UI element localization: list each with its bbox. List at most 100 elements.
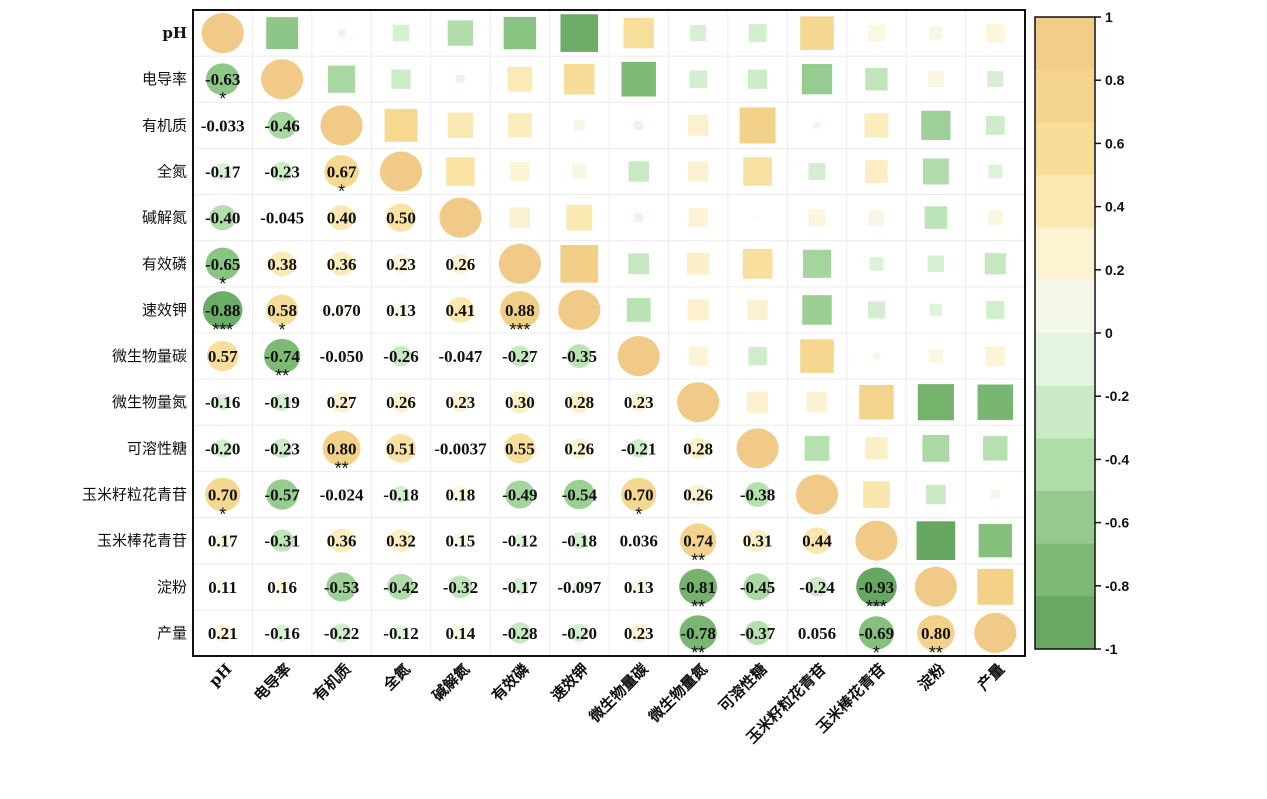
corr-square	[990, 489, 1001, 500]
corr-circle	[629, 439, 649, 458]
corr-circle	[386, 203, 416, 232]
significance-stars: **	[691, 643, 705, 663]
corr-circle	[448, 575, 473, 599]
corr-coefficient: -0.23	[264, 439, 299, 458]
corr-coefficient: 0.17	[208, 532, 238, 551]
corr-coefficient: 0.36	[327, 255, 357, 274]
corr-circle	[266, 479, 299, 510]
corr-square	[977, 568, 1014, 605]
corr-circle	[205, 247, 240, 280]
row-label: 淀粉	[157, 578, 187, 596]
corr-coefficient: -0.17	[502, 578, 538, 597]
corr-square	[688, 208, 708, 228]
corr-circle	[214, 532, 232, 549]
corr-circle	[687, 484, 709, 505]
corr-square	[988, 164, 1003, 179]
corr-coefficient: -0.46	[264, 116, 299, 135]
colorbar: 1 0.8 0.6 0.4 0.2 0 -0.2 -0.4 -0.6 -0.8 -1	[1034, 9, 1129, 657]
corr-coefficient: 0.70	[624, 486, 654, 505]
corr-coefficient: -0.033	[201, 116, 245, 135]
column-label: 产量	[974, 660, 1008, 694]
row-label: 玉米籽粒花青苷	[82, 486, 187, 504]
corr-coefficient: -0.0037	[434, 439, 487, 458]
colorbar-segment	[1035, 385, 1095, 439]
corr-square	[756, 216, 759, 219]
corr-circle	[508, 622, 532, 644]
corr-square	[868, 24, 885, 42]
row-label: 微生物量碳	[112, 347, 187, 365]
corr-circle	[336, 351, 347, 361]
corr-square	[687, 114, 709, 136]
corr-circle	[572, 580, 586, 594]
corr-circle	[806, 576, 828, 597]
column-label: 微生物量碳	[585, 659, 652, 726]
corr-circle	[511, 578, 529, 596]
corr-coefficient: 0.41	[446, 301, 476, 320]
corr-square	[927, 71, 944, 88]
corr-circle	[273, 578, 291, 595]
colorbar-segment	[1035, 175, 1095, 229]
corr-square	[922, 158, 949, 185]
diagonal-circle	[677, 382, 720, 423]
corr-square	[865, 68, 888, 91]
corr-circle	[324, 155, 359, 188]
corr-circle	[450, 392, 471, 412]
corr-coefficient: -0.74	[264, 347, 300, 366]
corr-square	[572, 164, 587, 179]
corr-square	[747, 299, 768, 321]
corr-circle	[505, 480, 535, 509]
corr-coefficient: -0.65	[205, 255, 240, 274]
corr-coefficient: 0.80	[921, 624, 951, 643]
corr-square	[327, 65, 356, 93]
corr-coefficient: -0.31	[264, 532, 299, 551]
corr-square	[337, 29, 346, 37]
corr-square	[984, 253, 1006, 275]
corr-coefficient: 0.58	[267, 301, 297, 320]
corr-coefficient: 0.18	[446, 486, 476, 505]
corr-coefficient: -0.35	[562, 347, 597, 366]
corr-circle	[393, 302, 409, 318]
corr-square	[688, 346, 708, 366]
corr-circle	[389, 529, 413, 552]
corr-circle	[267, 111, 297, 139]
column-label: 有机质	[310, 660, 355, 705]
row-label: 有效磷	[142, 255, 187, 273]
column-label: 可溶性糖	[715, 660, 770, 715]
corr-circle	[508, 391, 532, 414]
corr-square	[863, 481, 890, 508]
corr-circle	[213, 439, 233, 458]
colorbar-tick-label: 0.2	[1105, 262, 1125, 278]
corr-circle	[331, 623, 352, 643]
corr-coefficient: -0.047	[438, 347, 482, 366]
corr-coefficient: -0.097	[557, 578, 601, 597]
corr-circle	[330, 391, 353, 413]
corr-coefficient: 0.23	[386, 255, 416, 274]
corr-circle	[206, 340, 239, 372]
corr-square	[983, 436, 1008, 461]
significance-stars: **	[275, 366, 289, 386]
corr-coefficient: 0.28	[564, 393, 594, 412]
significance-stars: *	[338, 182, 345, 202]
corr-square	[872, 352, 881, 360]
corr-square	[689, 70, 707, 88]
corr-circle	[628, 392, 649, 412]
corr-coefficient: -0.38	[740, 486, 775, 505]
corr-circle	[273, 624, 291, 641]
diagonal-circle	[201, 13, 244, 54]
corr-coefficient: -0.18	[562, 532, 597, 551]
corr-square	[628, 253, 650, 275]
corr-coefficient: -0.28	[502, 624, 537, 643]
corr-circle	[455, 351, 465, 361]
corr-circle	[205, 63, 240, 96]
colorbar-segment	[1035, 69, 1095, 123]
corr-coefficient: -0.18	[383, 486, 418, 505]
corr-circle	[459, 447, 462, 450]
corr-square	[868, 209, 885, 226]
column-label: 有效磷	[488, 659, 533, 704]
corr-square	[392, 24, 410, 42]
corr-coefficient: 0.31	[743, 532, 773, 551]
corr-square	[927, 255, 945, 273]
corr-coefficient: -0.20	[205, 439, 240, 458]
significance-stars: ***	[212, 320, 233, 340]
corr-coefficient: -0.93	[859, 578, 894, 597]
